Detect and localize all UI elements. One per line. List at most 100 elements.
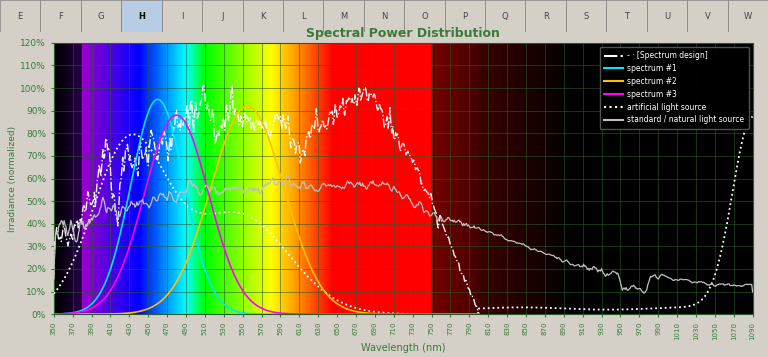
- Bar: [371, 43, 372, 314]
- Bar: [494, 43, 495, 314]
- Text: H: H: [138, 11, 145, 21]
- Bar: [99, 43, 100, 314]
- Bar: [456, 43, 457, 314]
- Bar: [468, 43, 469, 314]
- Bar: [289, 43, 290, 314]
- Bar: [203, 43, 204, 314]
- Text: K: K: [260, 11, 266, 21]
- Bar: [542, 43, 543, 314]
- Bar: [267, 43, 268, 314]
- Bar: [225, 43, 226, 314]
- Bar: [543, 43, 544, 314]
- Bar: [231, 43, 232, 314]
- Bar: [252, 43, 253, 314]
- Bar: [461, 43, 462, 314]
- Bar: [439, 43, 440, 314]
- Bar: [510, 43, 511, 314]
- Bar: [475, 43, 476, 314]
- Bar: [160, 43, 161, 314]
- Bar: [442, 43, 443, 314]
- Bar: [306, 43, 307, 314]
- Bar: [366, 43, 367, 314]
- Bar: [564, 43, 566, 314]
- Bar: [300, 43, 301, 314]
- Bar: [190, 43, 192, 314]
- Bar: [529, 43, 530, 314]
- Bar: [412, 43, 414, 314]
- Bar: [452, 43, 453, 314]
- Bar: [443, 43, 444, 314]
- Bar: [195, 43, 197, 314]
- Bar: [411, 43, 412, 314]
- Bar: [295, 43, 296, 314]
- Bar: [123, 43, 124, 314]
- Bar: [321, 43, 322, 314]
- Bar: [165, 43, 166, 314]
- Bar: [133, 43, 134, 314]
- Bar: [490, 43, 491, 314]
- Bar: [237, 43, 238, 314]
- Bar: [440, 43, 441, 314]
- Bar: [343, 43, 344, 314]
- Bar: [268, 43, 269, 314]
- Bar: [275, 43, 276, 314]
- Bar: [118, 43, 119, 314]
- FancyBboxPatch shape: [566, 0, 606, 32]
- Bar: [480, 43, 481, 314]
- Bar: [497, 43, 498, 314]
- Bar: [166, 43, 167, 314]
- Bar: [414, 43, 415, 314]
- Bar: [230, 43, 231, 314]
- Bar: [361, 43, 362, 314]
- Bar: [456, 43, 457, 314]
- Bar: [425, 43, 426, 314]
- Bar: [80, 43, 81, 314]
- Bar: [269, 43, 270, 314]
- Bar: [318, 43, 319, 314]
- Bar: [355, 43, 356, 314]
- Bar: [383, 43, 384, 314]
- Bar: [495, 43, 496, 314]
- Bar: [134, 43, 135, 314]
- Bar: [489, 43, 490, 314]
- Title: Spectral Power Distribution: Spectral Power Distribution: [306, 27, 500, 40]
- Bar: [409, 43, 410, 314]
- Bar: [270, 43, 271, 314]
- Bar: [473, 43, 474, 314]
- Bar: [507, 43, 508, 314]
- Bar: [326, 43, 328, 314]
- Bar: [193, 43, 194, 314]
- Bar: [426, 43, 427, 314]
- Bar: [221, 43, 222, 314]
- Bar: [449, 43, 450, 314]
- Bar: [82, 43, 83, 314]
- Bar: [136, 43, 137, 314]
- Bar: [567, 43, 568, 314]
- Bar: [440, 43, 441, 314]
- Bar: [410, 43, 411, 314]
- Bar: [427, 43, 428, 314]
- Bar: [359, 43, 361, 314]
- Bar: [433, 43, 435, 314]
- Bar: [357, 43, 358, 314]
- Bar: [402, 43, 403, 314]
- Bar: [386, 43, 387, 314]
- Bar: [493, 43, 494, 314]
- Bar: [470, 43, 472, 314]
- FancyBboxPatch shape: [485, 0, 525, 32]
- Bar: [498, 43, 499, 314]
- Bar: [240, 43, 242, 314]
- Bar: [342, 43, 343, 314]
- Bar: [356, 43, 357, 314]
- Bar: [455, 43, 456, 314]
- Bar: [522, 43, 523, 314]
- Bar: [341, 43, 342, 314]
- Text: I: I: [180, 11, 183, 21]
- Bar: [563, 43, 564, 314]
- Bar: [286, 43, 287, 314]
- Bar: [125, 43, 127, 314]
- Bar: [100, 43, 101, 314]
- Bar: [313, 43, 314, 314]
- Bar: [424, 43, 425, 314]
- Bar: [384, 43, 386, 314]
